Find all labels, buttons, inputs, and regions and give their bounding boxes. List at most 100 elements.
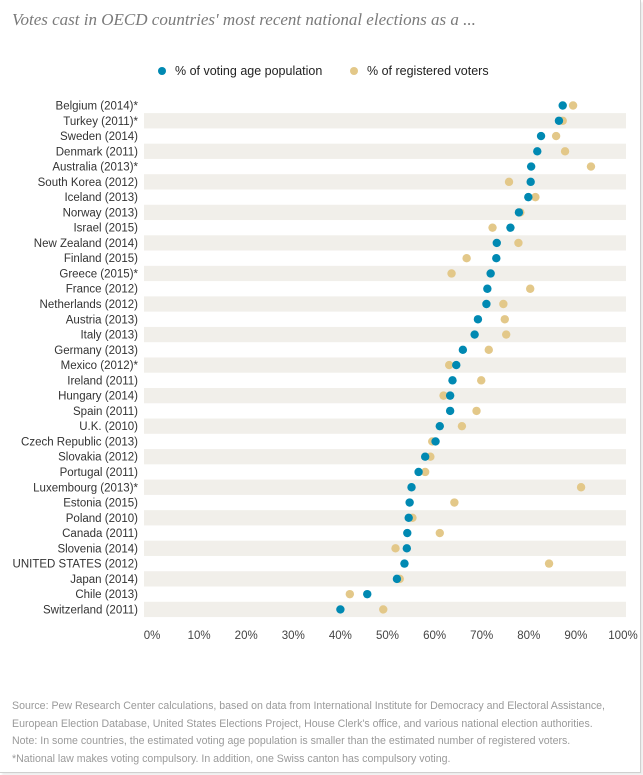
voting-age-dot — [492, 254, 501, 263]
row-band — [144, 143, 626, 159]
category-label: Japan (2014) — [70, 574, 138, 586]
voting-age-dot — [482, 299, 491, 309]
registered-voters-dot — [488, 223, 497, 232]
voting-age-dot — [470, 330, 479, 339]
registered-voters-dot — [445, 360, 454, 370]
x-tick-label: 10% — [188, 630, 211, 642]
category-label: Australia (2013)* — [52, 162, 138, 174]
x-tick-label: 60% — [423, 630, 446, 642]
category-label: Germany (2013) — [54, 345, 138, 357]
category-label: Belgium (2014)* — [56, 101, 139, 113]
x-tick-label: 50% — [376, 630, 399, 642]
registered-voters-dot — [439, 391, 448, 400]
x-tick-label: 20% — [235, 630, 258, 642]
voting-age-dot — [536, 131, 546, 141]
x-tick-label: 30% — [282, 630, 305, 642]
registered-voters-dot — [586, 162, 596, 171]
registered-voters-dot — [499, 299, 508, 309]
registered-voters-dot — [504, 177, 514, 187]
category-label: Iceland (2013) — [64, 192, 138, 204]
registered-voters-dot — [420, 467, 430, 477]
legend: % of voting age population % of register… — [0, 64, 643, 84]
voting-age-dot — [483, 284, 492, 293]
category-label: Israel (2015) — [73, 223, 138, 235]
voting-age-dot — [514, 208, 524, 217]
voting-age-dot — [452, 360, 461, 370]
registered-voters-dot — [379, 605, 388, 614]
note-line: Note: In some countries, the estimated v… — [12, 735, 571, 747]
registered-voters-dot — [544, 559, 554, 568]
category-label: Turkey (2011)* — [63, 116, 138, 128]
row-band — [144, 265, 626, 282]
registered-voters-dot — [450, 498, 459, 507]
voting-age-dot — [402, 544, 412, 553]
registered-voters-dot — [531, 192, 540, 202]
category-label: Slovenia (2014) — [57, 543, 138, 555]
category-label: Hungary (2014) — [58, 391, 138, 403]
registered-voters-dot — [551, 131, 561, 141]
category-label: Spain (2011) — [73, 406, 138, 418]
voting-age-dot — [404, 513, 413, 522]
x-tick-label: 40% — [329, 630, 352, 642]
category-label: New Zealand (2014) — [34, 238, 138, 250]
voting-age-dot — [336, 605, 345, 614]
row-band — [144, 204, 626, 221]
voting-age-dot — [558, 101, 567, 110]
row-band — [144, 479, 626, 495]
row-band — [144, 113, 626, 129]
category-label: Finland (2015) — [64, 253, 138, 265]
voting-age-dot — [445, 406, 455, 416]
category-label: Luxembourg (2013)* — [33, 482, 138, 494]
x-tick-label: 70% — [470, 630, 493, 642]
registered-voters-dot — [500, 315, 509, 324]
category-label: Austria (2013) — [66, 314, 138, 326]
registered-voters-dot — [462, 254, 471, 263]
category-label: Chile (2013) — [75, 589, 138, 601]
voting-age-dot — [526, 177, 535, 187]
registered-voters-dot — [576, 483, 586, 492]
row-band — [144, 326, 626, 343]
legend-swatch-voting-age — [158, 67, 166, 75]
asterisk-note: *National law makes voting compulsory. I… — [12, 752, 451, 765]
registered-voters-dot — [457, 421, 467, 431]
category-label: Canada (2011) — [62, 528, 138, 540]
row-band — [144, 357, 626, 373]
row-band — [144, 418, 626, 434]
category-label: Mexico (2012)* — [61, 360, 139, 372]
category-label: Portugal (2011) — [60, 467, 139, 479]
x-tick-label: 90% — [564, 630, 587, 642]
category-labels: Belgium (2014)* Turkey (2011)* Sweden (201… — [13, 101, 139, 617]
x-tick-label: 80% — [517, 630, 540, 642]
voting-age-dot — [554, 116, 564, 125]
registered-voters-dot — [484, 345, 493, 355]
registered-voters-dot — [447, 269, 456, 278]
registered-voters-dot — [391, 544, 400, 553]
legend-item-registered: % of registered voters — [350, 64, 489, 78]
category-label: Sweden (2014) — [60, 131, 138, 143]
category-label: Greece (2015)* — [59, 268, 138, 280]
voting-age-dot — [473, 315, 483, 324]
voting-age-dot — [403, 528, 412, 538]
x-tick-label: 100% — [608, 630, 637, 642]
voting-age-dot — [492, 238, 501, 248]
voting-age-dot — [486, 269, 495, 278]
registered-voters-dot — [514, 238, 523, 248]
voting-age-dot — [420, 452, 430, 461]
voting-age-dot — [400, 559, 409, 568]
category-label: Italy (2013) — [80, 330, 138, 342]
voting-age-dot — [506, 223, 515, 232]
voting-age-dot — [405, 498, 414, 507]
source-line-1: Source: Pew Research Center calculations… — [12, 700, 605, 712]
voting-age-dot — [363, 589, 372, 599]
category-label: U.K. (2010) — [79, 421, 138, 433]
registered-voters-dot — [501, 330, 511, 339]
voting-age-dot — [445, 391, 455, 400]
row-band — [144, 235, 626, 251]
voting-age-dot — [526, 162, 536, 171]
source-line-2: European Election Database, United State… — [12, 717, 593, 730]
data-points — [336, 101, 596, 614]
voting-age-dot — [414, 467, 423, 477]
category-label: Ireland (2011) — [67, 375, 138, 387]
registered-voters-dot — [435, 528, 444, 538]
